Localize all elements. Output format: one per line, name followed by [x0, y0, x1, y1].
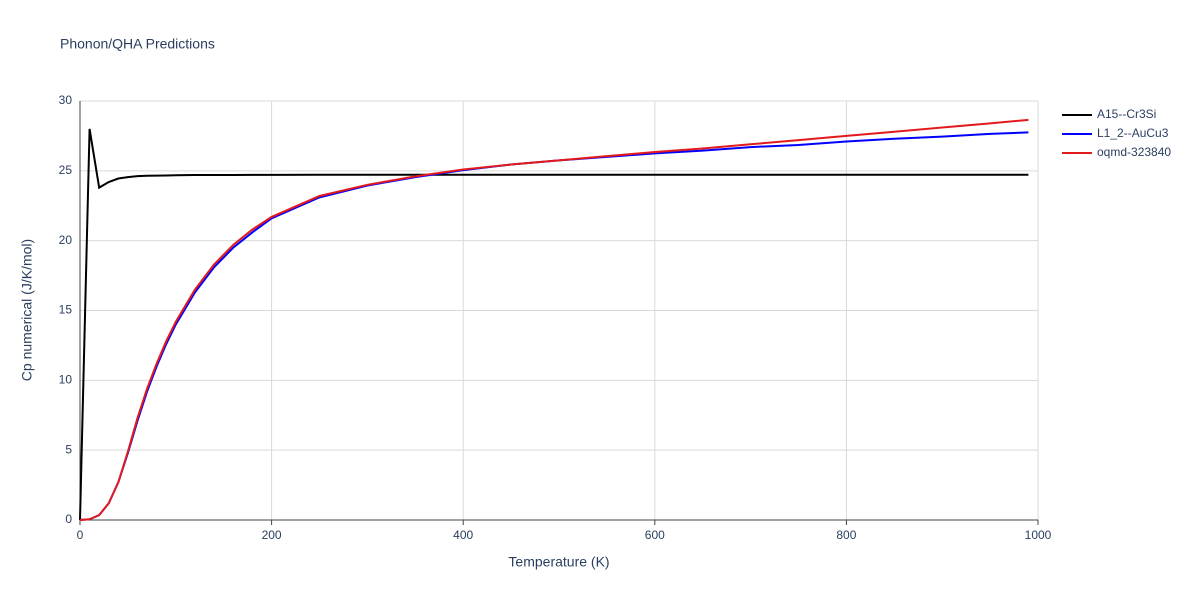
- y-tick-label: 30: [59, 93, 73, 107]
- x-tick-label: 400: [453, 528, 473, 542]
- legend-label: A15--Cr3Si: [1097, 107, 1156, 121]
- y-tick-label: 15: [59, 303, 73, 317]
- x-axis-label: Temperature (K): [508, 554, 609, 570]
- y-tick-label: 20: [59, 233, 73, 247]
- legend-label: L1_2--AuCu3: [1097, 126, 1169, 140]
- series-line: [79, 118, 1029, 521]
- y-tick-label: 5: [65, 442, 72, 456]
- y-tick-label: 10: [59, 373, 73, 387]
- x-tick-label: 800: [836, 528, 856, 542]
- y-tick-label: 0: [65, 512, 72, 526]
- x-tick-label: 1000: [1025, 528, 1052, 542]
- x-tick-label: 200: [262, 528, 282, 542]
- series-line: [79, 128, 1029, 521]
- x-tick-label: 0: [77, 528, 84, 542]
- chart-title: Phonon/QHA Predictions: [60, 36, 215, 52]
- series-line: [79, 131, 1029, 521]
- legend-label: oqmd-323840: [1097, 145, 1171, 159]
- y-axis-label: Cp numerical (J/K/mol): [19, 239, 35, 381]
- y-tick-label: 25: [59, 163, 73, 177]
- x-tick-label: 600: [645, 528, 665, 542]
